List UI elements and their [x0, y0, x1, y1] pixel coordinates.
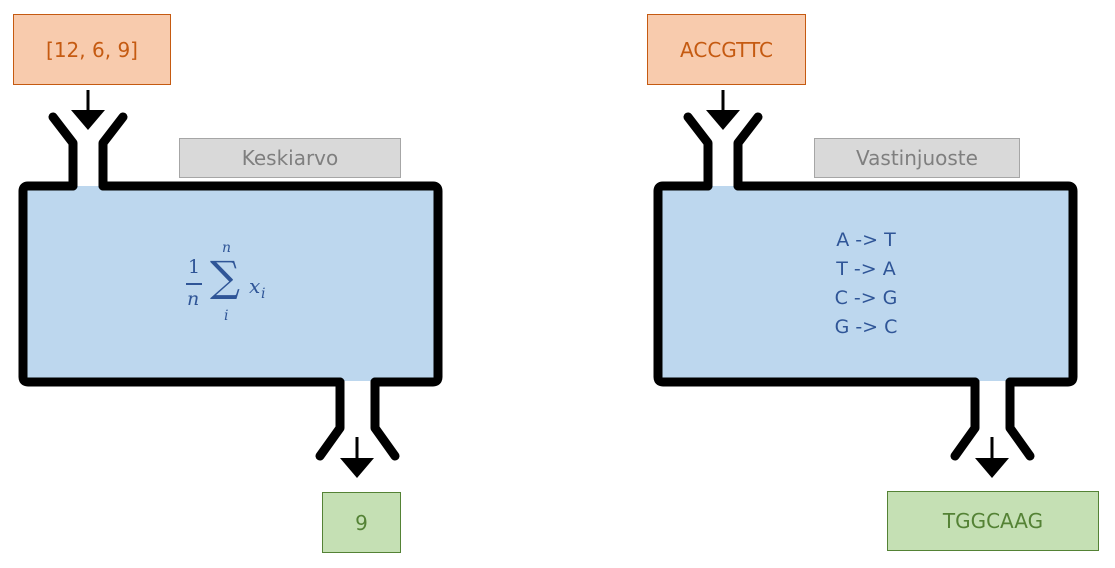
left-machine-body: [26, 186, 437, 381]
right-machine-label: Vastinjuoste: [814, 138, 1020, 178]
left-input-box: [12, 6, 9]: [13, 14, 171, 85]
left-machine-label: Keskiarvo: [179, 138, 401, 178]
right-output-funnel: [950, 377, 1035, 461]
formula-sum-upper: n: [222, 240, 232, 256]
complement-rules: A -> T T -> A C -> G G -> C: [806, 226, 926, 342]
left-machine: [18, 90, 443, 478]
rule-item: T -> A: [836, 258, 896, 280]
formula-denominator: n: [187, 288, 200, 310]
rule-item: A -> T: [836, 229, 896, 251]
left-input-arrowhead: [71, 110, 105, 130]
right-machine: [653, 90, 1078, 478]
right-machine-outline: [653, 181, 1078, 387]
formula-sum-symbol: ∑: [210, 252, 240, 301]
rule-item: G -> C: [834, 316, 898, 338]
left-output-box: 9: [322, 492, 401, 553]
formula-fraction-bar: [186, 283, 202, 285]
rule-item: C -> G: [834, 287, 898, 309]
right-input-box: ACCGTTC: [647, 14, 806, 85]
formula-numerator: 1: [188, 256, 201, 278]
right-input-funnel: [683, 112, 763, 191]
right-output-arrowhead: [975, 458, 1009, 478]
mean-formula: 1 n n ∑ i x i: [183, 240, 283, 330]
right-input-arrowhead: [706, 110, 740, 130]
right-machine-body: [661, 186, 1072, 381]
right-output-box: TGGCAAG: [887, 491, 1099, 551]
left-output-funnel: [315, 377, 400, 461]
left-input-funnel: [48, 112, 128, 191]
formula-term-sub: i: [261, 286, 266, 302]
formula-sum-lower: i: [224, 308, 229, 324]
left-machine-outline: [18, 181, 443, 387]
formula-term-base: x: [249, 274, 261, 298]
left-output-arrowhead: [340, 458, 374, 478]
